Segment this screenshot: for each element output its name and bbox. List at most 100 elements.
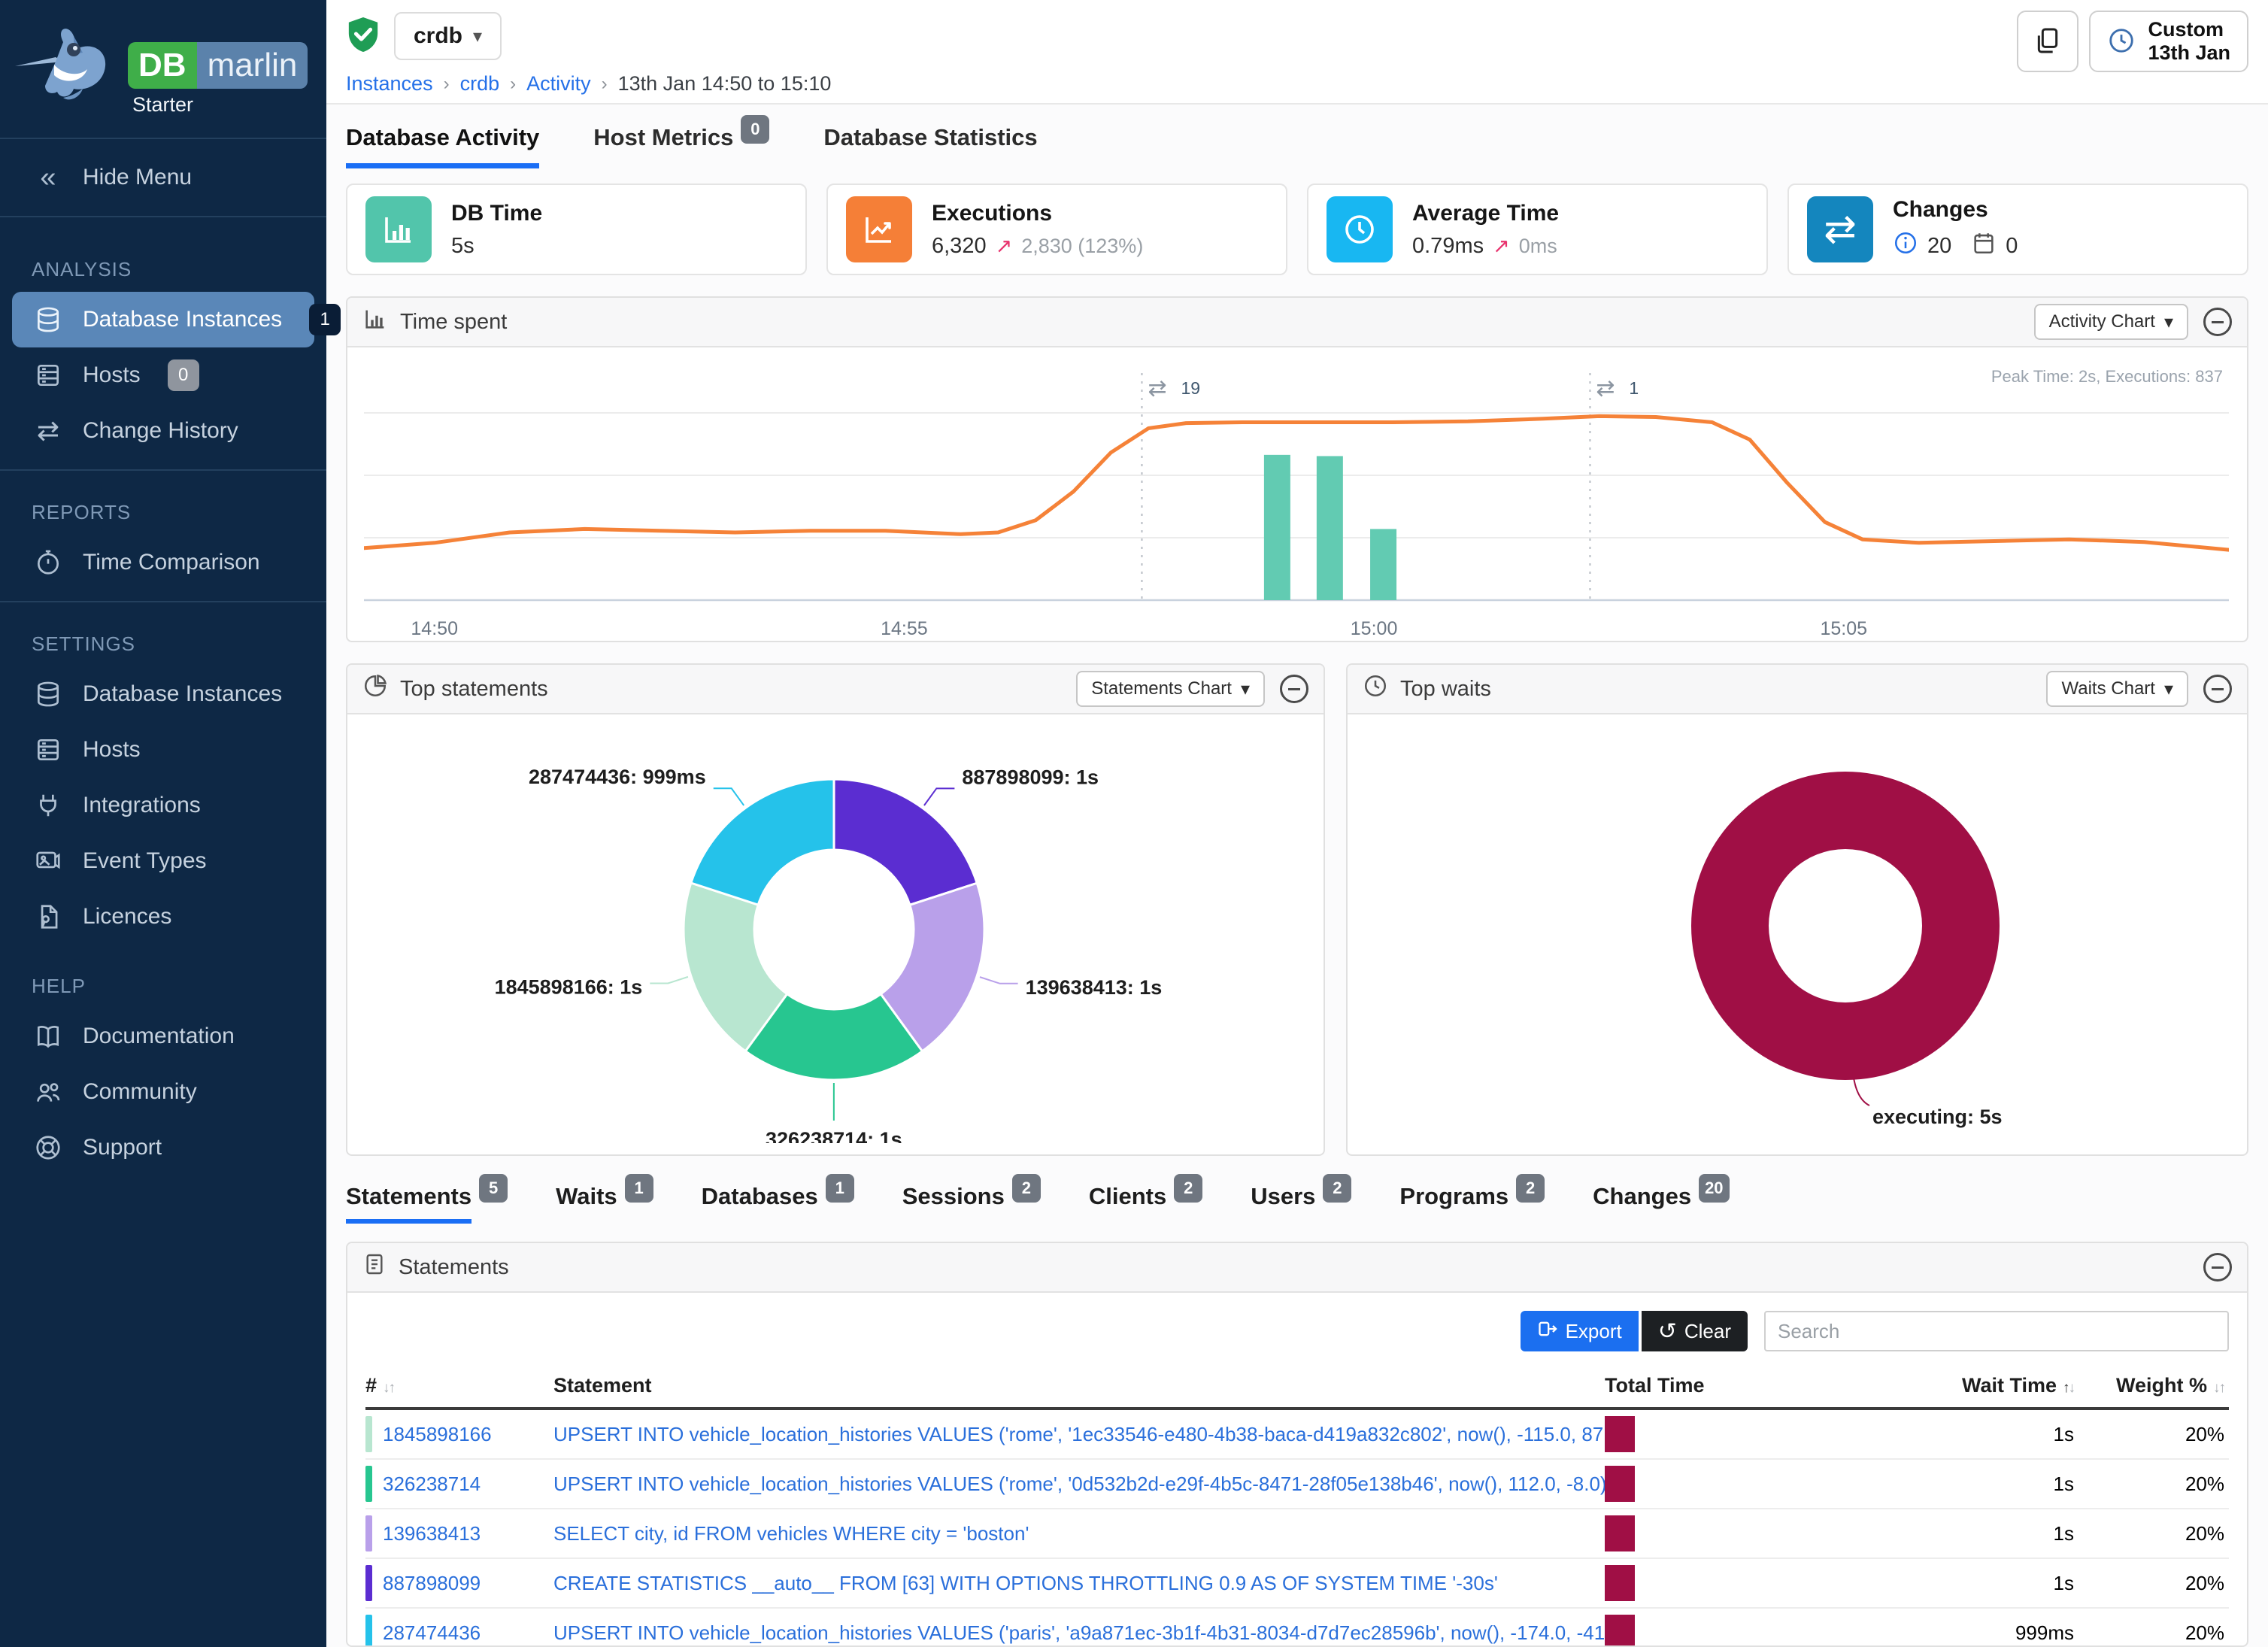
instance-selector[interactable]: crdb ▾ [394, 12, 502, 60]
breadcrumb-item[interactable]: Instances [346, 72, 433, 95]
collapse-panel-icon[interactable] [1280, 675, 1308, 704]
sidebar-item-hosts[interactable]: Hosts [0, 722, 326, 778]
card-changes[interactable]: ⇄ Changes 20 [1787, 184, 2248, 275]
export-button[interactable]: Export [1520, 1311, 1639, 1352]
tab-host-metrics[interactable]: Host Metrics 0 [593, 115, 770, 168]
statement-sql-link[interactable]: CREATE STATISTICS __auto__ FROM [63] WIT… [553, 1571, 1498, 1594]
total-time-bar [1605, 1615, 1635, 1646]
collapse-panel-icon[interactable] [2203, 1253, 2232, 1282]
label-leader-line [713, 787, 744, 806]
table-toolbar: Export ↺ Clear [347, 1293, 2247, 1359]
detail-tab-label: Users [1251, 1183, 1316, 1210]
wait-time-cell: 1s [2053, 1472, 2074, 1495]
column-header-statement[interactable]: Statement [553, 1373, 652, 1397]
column-header-id[interactable]: # ↓↑ [365, 1373, 396, 1397]
clock-icon [1363, 673, 1388, 705]
total-time-bar [1605, 1515, 1635, 1552]
statement-id-link[interactable]: 287474436 [383, 1621, 481, 1644]
sidebar-section-label: SETTINGS [32, 632, 136, 655]
column-header-wait-time[interactable]: Wait Time ↑↓ [1961, 1373, 2075, 1397]
top-statements-donut[interactable]: 887898099: 1s 139638413: 1s 326238714: 1s 1… [364, 728, 1304, 1151]
detail-tab-waits[interactable]: Waits 1 [556, 1174, 653, 1224]
card-executions[interactable]: Executions 6,320 ↗ 2,830 (123%) [826, 184, 1287, 275]
database-icon [32, 678, 65, 711]
sidebar-item-change-history[interactable]: ⇄ Change History [0, 403, 326, 459]
breadcrumb-item[interactable]: Activity [526, 72, 591, 95]
bar-chart-icon [365, 196, 432, 262]
clear-button[interactable]: ↺ Clear [1641, 1311, 1748, 1352]
donut-slice-label: 887898099: 1s [962, 766, 1099, 789]
sort-icon: ↓↑ [2213, 1379, 2226, 1396]
donut-slice-label: 139638413: 1s [1026, 976, 1163, 999]
detail-tab-statements[interactable]: Statements 5 [346, 1174, 508, 1224]
copy-link-button[interactable] [2017, 11, 2079, 72]
search-input[interactable] [1764, 1311, 2229, 1352]
breadcrumb-separator: › [510, 73, 517, 94]
sidebar-item-label: Hosts [83, 737, 141, 762]
table-header-row: # ↓↑ Statement Total Time Wait Time ↑↓ Wei… [365, 1363, 2229, 1411]
sidebar-item-hosts[interactable]: Hosts 0 [0, 347, 326, 403]
activity-chart-menu[interactable]: Activity Chart ▾ [2033, 304, 2188, 340]
breadcrumb-item[interactable]: crdb [459, 72, 500, 95]
detail-tab-databases[interactable]: Databases 1 [702, 1174, 854, 1224]
tab-database-activity[interactable]: Database Activity [346, 124, 540, 168]
trend-up-icon: ↗ [995, 234, 1013, 257]
detail-tab-changes[interactable]: Changes 20 [1593, 1174, 1730, 1224]
sidebar-item-event-types[interactable]: Event Types [0, 833, 326, 889]
detail-tab-label: Statements [346, 1183, 472, 1224]
sidebar-item-community[interactable]: Community [0, 1064, 326, 1120]
statement-sql-link[interactable]: UPSERT INTO vehicle_location_histories V… [553, 1472, 1605, 1495]
detail-tab-label: Clients [1088, 1183, 1167, 1210]
sidebar-item-time-comparison[interactable]: Time Comparison [0, 535, 326, 590]
collapse-panel-icon[interactable] [2203, 675, 2232, 704]
total-time-cell [1605, 1515, 1830, 1552]
changes-info-count: 20 [1927, 233, 1952, 258]
table-row: 887898099 CREATE STATISTICS __auto__ FROM… [365, 1559, 2229, 1609]
statement-id-link[interactable]: 1845898166 [383, 1422, 492, 1445]
sidebar-item-database-instances[interactable]: Database Instances [0, 666, 326, 722]
statement-sql-link[interactable]: UPSERT INTO vehicle_location_histories V… [553, 1621, 1605, 1644]
support-icon [32, 1131, 65, 1164]
card-title: Changes [1893, 197, 1988, 222]
time-range-button[interactable]: Custom 13th Jan [2089, 11, 2248, 72]
statement-id-cell: 887898099 [365, 1565, 553, 1602]
detail-tab-clients[interactable]: Clients 2 [1088, 1174, 1203, 1224]
card-db-time[interactable]: DB Time 5s [346, 184, 807, 275]
statement-id-link[interactable]: 887898099 [383, 1571, 481, 1594]
column-header-total-time[interactable]: Total Time [1605, 1373, 1705, 1397]
card-average-time[interactable]: Average Time 0.79ms ↗ 0ms [1307, 184, 1768, 275]
health-shield-icon [346, 16, 381, 57]
executions-bar [1263, 454, 1290, 600]
changes-event-count: 0 [2006, 233, 2018, 258]
sidebar-item-database-instances[interactable]: Database Instances 1 [12, 292, 341, 347]
instance-name: crdb [414, 23, 463, 48]
activity-chart[interactable]: ⇄ 19 ⇄ 1 14:50 14:55 15:00 15:05 Peak Time: 2s, … [362, 361, 2231, 641]
sidebar-item-support[interactable]: Support [0, 1120, 326, 1175]
sidebar-item-licences[interactable]: Licences [0, 889, 326, 945]
statement-sql-link[interactable]: SELECT city, id FROM vehicles WHERE city… [553, 1521, 1029, 1545]
waits-chart-menu[interactable]: Waits Chart ▾ [2046, 671, 2188, 708]
collapse-panel-icon[interactable] [2203, 308, 2232, 336]
statement-id-link[interactable]: 139638413 [383, 1521, 481, 1545]
statement-sql-link[interactable]: UPSERT INTO vehicle_location_histories V… [553, 1422, 1605, 1445]
statement-id-link[interactable]: 326238714 [383, 1472, 481, 1495]
detail-tab-programs[interactable]: Programs 2 [1399, 1174, 1545, 1224]
tab-database-statistics[interactable]: Database Statistics [823, 124, 1037, 168]
count-badge: 0 [167, 359, 199, 391]
column-header-weight[interactable]: Weight % ↓↑ [2116, 1373, 2226, 1397]
sidebar-item-label: Change History [83, 418, 238, 443]
sidebar-item-documentation[interactable]: Documentation [0, 1009, 326, 1064]
label-leader-line [1852, 1072, 1870, 1107]
top-waits-donut[interactable]: executing: 5s [1364, 728, 2236, 1143]
count-badge: 1 [309, 304, 341, 335]
panel-title: Time spent [400, 309, 508, 334]
hide-menu-label: Hide Menu [83, 165, 193, 190]
total-time-cell [1605, 1416, 1830, 1453]
hide-menu-button[interactable]: « Hide Menu [0, 150, 326, 205]
wait-time-cell: 1s [2053, 1571, 2074, 1594]
statements-chart-menu[interactable]: Statements Chart ▾ [1076, 671, 1265, 708]
detail-tab-sessions[interactable]: Sessions 2 [902, 1174, 1041, 1224]
sidebar-item-integrations[interactable]: Integrations [0, 778, 326, 833]
topbar-actions: Custom 13th Jan [2017, 11, 2248, 72]
detail-tab-users[interactable]: Users 2 [1251, 1174, 1352, 1224]
